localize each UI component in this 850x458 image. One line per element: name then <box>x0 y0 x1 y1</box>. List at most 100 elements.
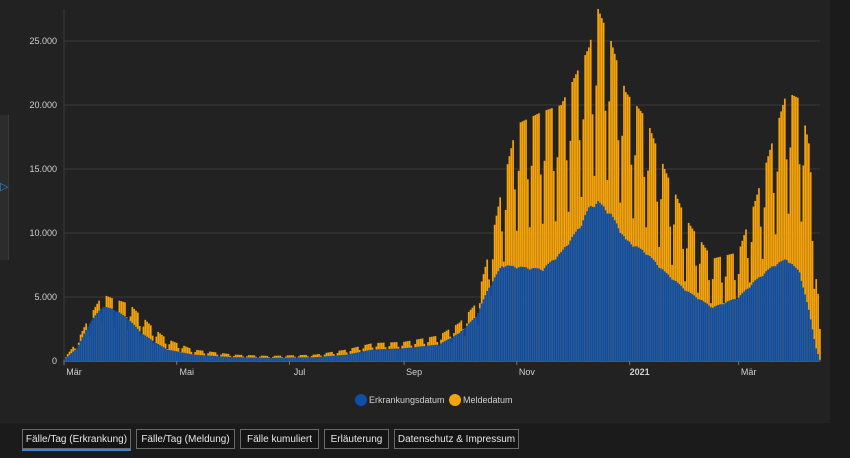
bar-erkrankungsdatum <box>811 329 814 361</box>
bar-erkrankungsdatum <box>161 346 163 361</box>
bar-erkrankungsdatum <box>637 247 640 361</box>
bar-erkrankungsdatum <box>484 295 487 361</box>
tab-bar: Fälle/Tag (Erkrankung) Fälle/Tag (Meldun… <box>0 423 850 458</box>
bar-meldedatum <box>543 160 546 361</box>
bar-erkrankungsdatum <box>667 274 670 361</box>
bar-erkrankungsdatum <box>756 278 758 361</box>
bar-erkrankungsdatum <box>758 277 760 361</box>
bar-erkrankungsdatum <box>645 254 648 361</box>
x-tick-label: Nov <box>519 367 536 377</box>
bar-erkrankungsdatum <box>525 267 527 361</box>
bar-erkrankungsdatum <box>737 297 740 361</box>
bar-meldedatum <box>769 149 771 361</box>
bar-erkrankungsdatum <box>216 356 219 361</box>
bar-erkrankungsdatum <box>678 284 681 361</box>
bar-erkrankungsdatum <box>377 349 380 361</box>
bar-meldedatum <box>676 198 679 361</box>
legend-item-meldedatum[interactable]: Meldedatum <box>449 394 513 406</box>
bar-erkrankungsdatum <box>347 354 350 361</box>
bar-erkrankungsdatum <box>491 281 494 361</box>
bar-erkrankungsdatum <box>791 264 794 361</box>
bar-erkrankungsdatum <box>510 265 513 361</box>
tab-faelle-kumuliert[interactable]: Fälle kumuliert <box>240 429 319 449</box>
bar-erkrankungsdatum <box>619 232 622 361</box>
bar-erkrankungsdatum <box>292 357 294 361</box>
legend-item-erkrankungsdatum[interactable]: Erkrankungsdatum <box>355 394 445 406</box>
bar-meldedatum <box>573 78 575 362</box>
bar-erkrankungsdatum <box>676 282 679 361</box>
bar-meldedatum <box>538 113 540 361</box>
bar-meldedatum <box>804 125 806 361</box>
bar-erkrankungsdatum <box>708 305 710 361</box>
bar-erkrankungsdatum <box>303 357 306 361</box>
bar-erkrankungsdatum <box>369 349 372 361</box>
bar-erkrankungsdatum <box>663 271 666 361</box>
bar-meldedatum <box>650 133 653 361</box>
bar-erkrankungsdatum <box>112 309 115 361</box>
bar-erkrankungsdatum <box>606 213 609 361</box>
bar-erkrankungsdatum <box>630 244 633 361</box>
bar-erkrankungsdatum <box>796 269 799 361</box>
tab-datenschutz-impressum[interactable]: Datenschutz & Impressum <box>394 429 519 449</box>
bar-erkrankungsdatum <box>327 356 330 361</box>
bar-erkrankungsdatum <box>765 271 768 361</box>
bar-erkrankungsdatum <box>109 308 111 361</box>
bar-erkrankungsdatum <box>188 353 191 361</box>
bar-erkrankungsdatum <box>467 323 470 361</box>
bar-erkrankungsdatum <box>199 355 202 361</box>
bar-erkrankungsdatum <box>473 318 476 361</box>
bar-erkrankungsdatum <box>103 307 106 361</box>
legend: Erkrankungsdatum Meldedatum <box>355 394 513 406</box>
bar-meldedatum <box>636 106 638 361</box>
tab-faelle-tag-erkrankung[interactable]: Fälle/Tag (Erkrankung) <box>22 429 131 451</box>
bar-erkrankungsdatum <box>192 354 195 361</box>
bar-erkrankungsdatum <box>135 326 137 361</box>
bar-erkrankungsdatum <box>508 265 511 361</box>
bar-erkrankungsdatum <box>493 277 496 361</box>
y-tick-label: 5.000 <box>34 292 57 302</box>
bar-erkrankungsdatum <box>434 344 437 361</box>
bar-erkrankungsdatum <box>223 356 226 361</box>
bar-erkrankungsdatum <box>610 213 612 361</box>
bar-meldedatum <box>641 113 644 362</box>
tab-erlaeuterung[interactable]: Erläuterung <box>324 429 389 449</box>
bar-erkrankungsdatum <box>739 295 742 361</box>
bar-erkrankungsdatum <box>312 357 315 361</box>
bar-erkrankungsdatum <box>368 350 370 361</box>
bar-meldedatum <box>615 60 618 361</box>
bar-erkrankungsdatum <box>817 353 819 361</box>
bar-erkrankungsdatum <box>81 337 84 361</box>
bar-meldedatum <box>793 95 795 362</box>
bar-meldedatum <box>623 85 625 362</box>
bar-meldedatum <box>512 140 514 361</box>
bar-erkrankungsdatum <box>92 317 95 361</box>
bar-erkrankungsdatum <box>308 357 311 361</box>
bar-erkrankungsdatum <box>704 302 707 361</box>
bar-erkrankungsdatum <box>430 345 433 361</box>
bar-erkrankungsdatum <box>410 347 413 361</box>
bar-erkrankungsdatum <box>362 351 365 361</box>
bar-erkrankungsdatum <box>530 268 533 361</box>
bar-erkrankungsdatum <box>399 348 402 361</box>
bar-meldedatum <box>661 163 664 361</box>
bar-erkrankungsdatum <box>567 244 570 361</box>
bar-erkrankungsdatum <box>242 357 245 361</box>
bar-erkrankungsdatum <box>403 348 405 361</box>
bar-erkrankungsdatum <box>72 351 75 361</box>
bar-erkrankungsdatum <box>273 357 276 361</box>
bar-meldedatum <box>637 108 640 362</box>
bar-erkrankungsdatum <box>649 256 651 361</box>
side-panel-handle[interactable] <box>0 115 9 260</box>
bar-erkrankungsdatum <box>499 268 501 361</box>
bar-erkrankungsdatum <box>210 355 213 361</box>
bar-meldedatum <box>610 41 612 361</box>
y-tick-label: 0 <box>52 356 57 366</box>
legend-swatch <box>355 394 367 406</box>
bar-erkrankungsdatum <box>177 351 180 361</box>
bar-erkrankungsdatum <box>288 357 291 361</box>
tab-faelle-tag-meldung[interactable]: Fälle/Tag (Meldung) <box>136 429 235 449</box>
bar-erkrankungsdatum <box>203 355 206 361</box>
bar-erkrankungsdatum <box>353 353 355 361</box>
chevron-right-icon[interactable]: ▷ <box>0 181 9 193</box>
bar-erkrankungsdatum <box>613 220 616 361</box>
